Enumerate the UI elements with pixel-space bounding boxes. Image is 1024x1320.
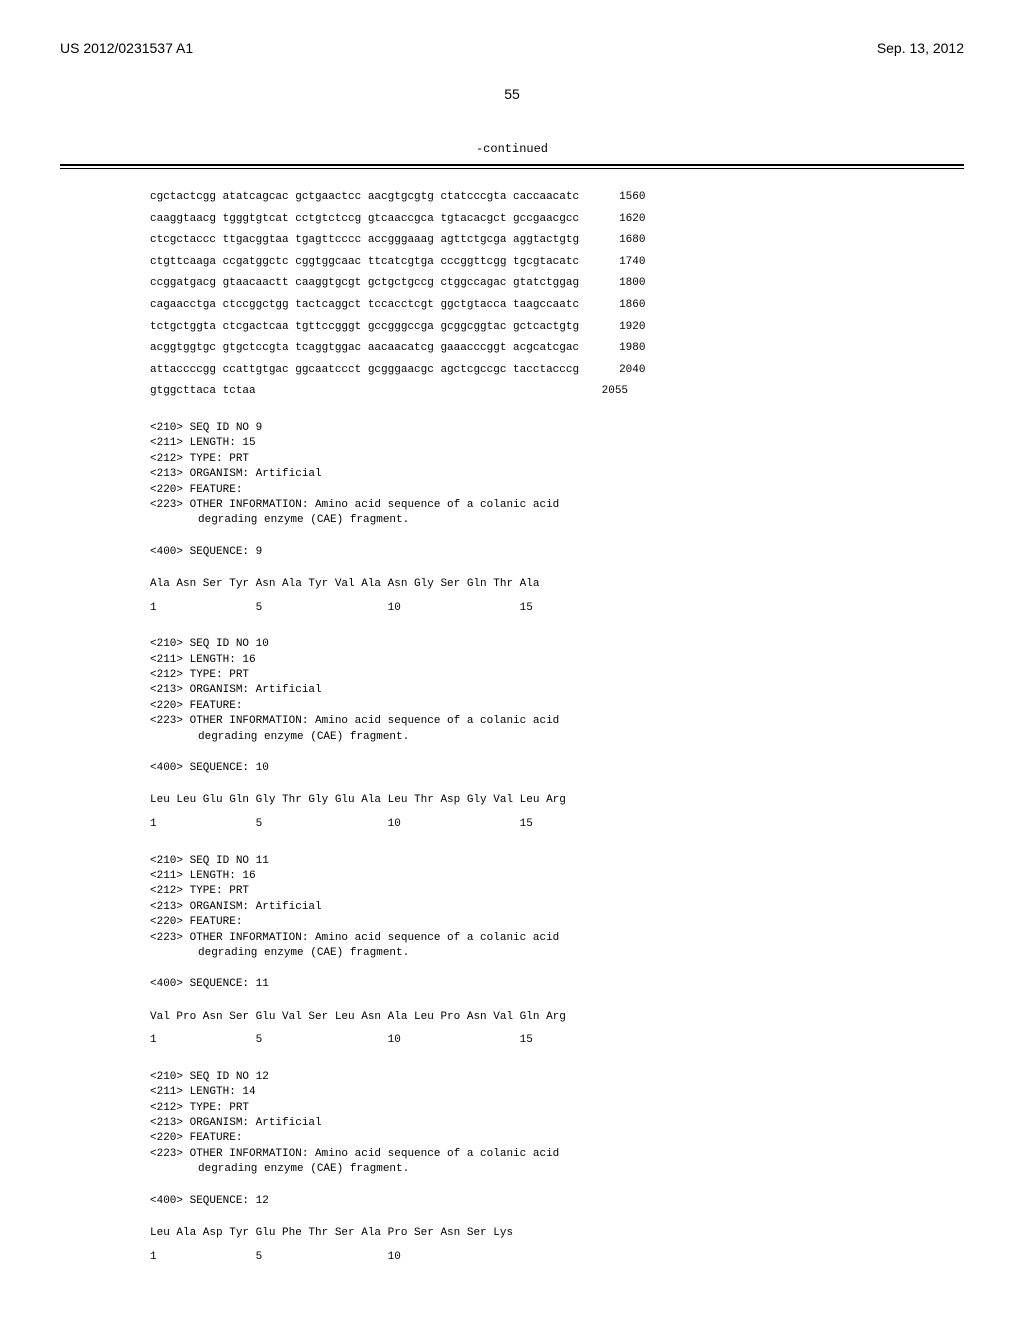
divider-thin [60, 168, 964, 169]
dna-row: attaccccgg ccattgtgac ggcaatccct gcgggaa… [150, 362, 964, 380]
seq-length: <211> LENGTH: 16 [150, 653, 964, 668]
seq-type: <212> TYPE: PRT [150, 668, 964, 683]
sequence-label: <400> SEQUENCE: 11 [150, 977, 964, 992]
aa-sequence: Leu Ala Asp Tyr Glu Phe Thr Ser Ala Pro … [150, 1225, 964, 1243]
header-right: Sep. 13, 2012 [877, 40, 964, 56]
dna-row: ctgttcaaga ccgatggctc cggtggcaac ttcatcg… [150, 254, 964, 272]
page-header: US 2012/0231537 A1 Sep. 13, 2012 [60, 40, 964, 56]
aa-sequence: Ala Asn Ser Tyr Asn Ala Tyr Val Ala Asn … [150, 576, 964, 594]
sequence-label: <400> SEQUENCE: 9 [150, 545, 964, 560]
seq-other-info-cont: degrading enzyme (CAE) fragment. [150, 1162, 964, 1177]
seq-other-info: <223> OTHER INFORMATION: Amino acid sequ… [150, 714, 964, 729]
seq-other-info-cont: degrading enzyme (CAE) fragment. [150, 946, 964, 961]
entry-block: <210> SEQ ID NO 9 <211> LENGTH: 15 <212>… [150, 421, 964, 617]
aa-sequence: Val Pro Asn Ser Glu Val Ser Leu Asn Ala … [150, 1009, 964, 1027]
dna-row: tctgctggta ctcgactcaa tgttccgggt gccgggc… [150, 319, 964, 337]
entry-block: <210> SEQ ID NO 12 <211> LENGTH: 14 <212… [150, 1070, 964, 1266]
seq-feature: <220> FEATURE: [150, 1131, 964, 1146]
aa-numbers: 1 5 10 15 [150, 816, 964, 834]
entry-block: <210> SEQ ID NO 11 <211> LENGTH: 16 <212… [150, 854, 964, 1050]
seq-feature: <220> FEATURE: [150, 483, 964, 498]
seq-type: <212> TYPE: PRT [150, 452, 964, 467]
dna-row: cagaacctga ctccggctgg tactcaggct tccacct… [150, 297, 964, 315]
divider-thick [60, 164, 964, 166]
dna-row: gtggcttaca tctaa2055 [150, 383, 964, 401]
seq-other-info: <223> OTHER INFORMATION: Amino acid sequ… [150, 1147, 964, 1162]
seq-organism: <213> ORGANISM: Artificial [150, 900, 964, 915]
continued-label: -continued [60, 142, 964, 156]
aa-numbers: 1 5 10 15 [150, 600, 964, 618]
seq-length: <211> LENGTH: 15 [150, 436, 964, 451]
sequence-label: <400> SEQUENCE: 12 [150, 1194, 964, 1209]
sequence-content: cgctactcgg atatcagcac gctgaactcc aacgtgc… [60, 189, 964, 1266]
seq-organism: <213> ORGANISM: Artificial [150, 467, 964, 482]
aa-numbers: 1 5 10 15 [150, 1032, 964, 1050]
seq-type: <212> TYPE: PRT [150, 884, 964, 899]
seq-organism: <213> ORGANISM: Artificial [150, 683, 964, 698]
entry-block: <210> SEQ ID NO 10 <211> LENGTH: 16 <212… [150, 637, 964, 833]
seq-other-info: <223> OTHER INFORMATION: Amino acid sequ… [150, 498, 964, 513]
dna-row: ccggatgacg gtaacaactt caaggtgcgt gctgctg… [150, 275, 964, 293]
seq-length: <211> LENGTH: 16 [150, 869, 964, 884]
seq-other-info-cont: degrading enzyme (CAE) fragment. [150, 730, 964, 745]
sequence-label: <400> SEQUENCE: 10 [150, 761, 964, 776]
aa-numbers: 1 5 10 [150, 1249, 964, 1267]
seq-id: <210> SEQ ID NO 12 [150, 1070, 964, 1085]
dna-row: ctcgctaccc ttgacggtaa tgagttcccc accggga… [150, 232, 964, 250]
seq-length: <211> LENGTH: 14 [150, 1085, 964, 1100]
seq-other-info: <223> OTHER INFORMATION: Amino acid sequ… [150, 931, 964, 946]
seq-other-info-cont: degrading enzyme (CAE) fragment. [150, 513, 964, 528]
seq-organism: <213> ORGANISM: Artificial [150, 1116, 964, 1131]
seq-id: <210> SEQ ID NO 10 [150, 637, 964, 652]
header-left: US 2012/0231537 A1 [60, 40, 193, 56]
page-number: 55 [60, 86, 964, 102]
seq-id: <210> SEQ ID NO 11 [150, 854, 964, 869]
seq-id: <210> SEQ ID NO 9 [150, 421, 964, 436]
dna-row: cgctactcgg atatcagcac gctgaactcc aacgtgc… [150, 189, 964, 207]
aa-sequence: Leu Leu Glu Gln Gly Thr Gly Glu Ala Leu … [150, 792, 964, 810]
seq-type: <212> TYPE: PRT [150, 1101, 964, 1116]
seq-feature: <220> FEATURE: [150, 915, 964, 930]
dna-row: caaggtaacg tgggtgtcat cctgtctccg gtcaacc… [150, 211, 964, 229]
seq-feature: <220> FEATURE: [150, 699, 964, 714]
dna-row: acggtggtgc gtgctccgta tcaggtggac aacaaca… [150, 340, 964, 358]
